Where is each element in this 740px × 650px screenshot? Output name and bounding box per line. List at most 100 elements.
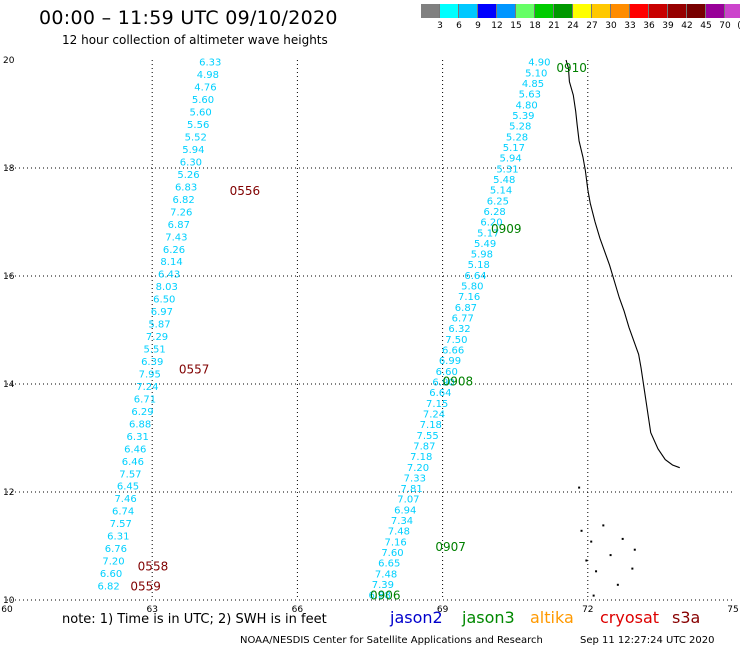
scale-label: 45 — [700, 21, 712, 31]
east-track-value: 4.80 — [515, 100, 537, 111]
west-track-value: 6.45 — [117, 482, 139, 493]
east-track-value: 6.20 — [480, 218, 502, 229]
scale-swatch — [478, 4, 497, 18]
island-mark — [621, 537, 624, 540]
east-track-value: 7.55 — [416, 431, 438, 442]
east-track-value: 5.14 — [490, 186, 512, 197]
west-track-value: 6.26 — [163, 245, 185, 256]
east-track-value: 5.28 — [509, 122, 531, 133]
scale-swatch — [497, 4, 516, 18]
scale-label: 27 — [586, 21, 598, 31]
scale-label: 6 — [456, 21, 462, 31]
island-mark — [580, 529, 583, 532]
lat-tick-label: 12 — [3, 488, 14, 498]
west-track-value: 6.31 — [127, 432, 149, 443]
east-track-value: 6.90 — [432, 377, 454, 388]
east-track-value: 6.64 — [429, 388, 451, 399]
scale-swatch — [535, 4, 554, 18]
lon-tick-label: 69 — [437, 605, 449, 615]
island-mark — [578, 486, 581, 489]
west-track-value: 7.95 — [139, 369, 161, 380]
lon-tick-label: 63 — [146, 605, 157, 615]
pass-time-label: 0908 — [443, 374, 474, 388]
pass-time-label: 0907 — [435, 540, 466, 554]
west-track-value: 6.30 — [180, 157, 202, 168]
east-track-value: 7.16 — [385, 537, 407, 548]
scale-swatch — [687, 4, 706, 18]
lat-tick-label: 10 — [3, 596, 15, 606]
scale-label: 21 — [548, 21, 560, 31]
west-track-value: 7.57 — [119, 469, 141, 480]
west-track-value: 6.29 — [131, 407, 153, 418]
west-track-value: 6.88 — [129, 419, 151, 430]
scale-label: (ft) — [737, 21, 740, 31]
east-track-value: 6.88 — [369, 591, 391, 602]
east-track-value: 6.32 — [448, 324, 470, 335]
east-track-value: 5.80 — [461, 282, 483, 293]
island-mark — [602, 524, 605, 527]
east-track-value: 6.66 — [442, 346, 464, 357]
east-track-value: 5.49 — [474, 239, 496, 250]
east-track-value: 7.15 — [426, 399, 448, 410]
west-track-value: 7.57 — [110, 519, 132, 530]
footer-note: note: 1) Time is in UTC; 2) SWH is in fe… — [62, 612, 327, 627]
pass-time-label: 0557 — [179, 362, 210, 376]
east-track-value: 6.77 — [452, 314, 474, 325]
west-track-value: 7.24 — [136, 382, 158, 393]
east-track-value: 5.10 — [525, 68, 547, 79]
west-track-value: 8.14 — [160, 257, 182, 268]
island-mark — [592, 594, 595, 597]
scale-swatch — [516, 4, 535, 18]
west-track-value: 4.76 — [194, 83, 216, 94]
west-track-value: 5.60 — [189, 108, 211, 119]
west-track-value: 5.60 — [192, 95, 214, 106]
scale-label: 3 — [437, 21, 443, 31]
credit-text: NOAA/NESDIS Center for Satellite Applica… — [240, 635, 543, 646]
east-track-value: 7.48 — [375, 569, 397, 580]
scale-label: 70 — [719, 21, 731, 31]
scale-label: 39 — [662, 21, 674, 31]
pass-time-label: 0558 — [138, 560, 169, 574]
pass-time-label: 0906 — [370, 589, 401, 603]
legend-jason2: jason2 — [390, 608, 443, 627]
east-track-value: 5.98 — [471, 250, 493, 261]
legend-jason3: jason3 — [462, 608, 515, 627]
island-mark — [631, 567, 634, 570]
west-track-value: 6.87 — [168, 220, 190, 231]
east-track-value: 4.90 — [528, 58, 550, 69]
west-track-value: 6.60 — [100, 569, 122, 580]
legend-s3a: s3a — [672, 608, 701, 627]
legend-altika: altika — [530, 608, 574, 627]
scale-swatch — [573, 4, 592, 18]
lon-tick-label: 66 — [292, 605, 304, 615]
lat-tick-label: 18 — [3, 164, 15, 174]
scale-label: 18 — [529, 21, 541, 31]
east-track-value: 5.17 — [503, 143, 525, 154]
west-track-value: 7.29 — [146, 332, 168, 343]
island-mark — [616, 583, 619, 586]
east-track-value: 7.18 — [410, 452, 432, 463]
west-track-value: 6.46 — [122, 457, 144, 468]
scale-label: 33 — [624, 21, 636, 31]
east-track-value: 6.99 — [439, 356, 461, 367]
east-track-value: 6.65 — [378, 559, 400, 570]
scale-label: 30 — [605, 21, 617, 31]
west-track-value: 5.26 — [177, 170, 199, 181]
west-track-value: 8.03 — [156, 282, 178, 293]
west-track-value: 6.39 — [141, 357, 163, 368]
east-track-value: 7.81 — [400, 484, 422, 495]
scale-swatch — [421, 4, 440, 18]
west-track-value: 6.97 — [151, 307, 173, 318]
scale-swatch — [706, 4, 725, 18]
lat-tick-label: 14 — [3, 380, 15, 390]
lon-tick-label: 72 — [582, 605, 593, 615]
east-track-value: 7.50 — [445, 335, 467, 346]
east-track-value: 7.87 — [413, 441, 435, 452]
island-mark — [609, 554, 612, 557]
east-track-value: 7.33 — [404, 473, 426, 484]
east-track-value: 7.07 — [397, 495, 419, 506]
west-track-value: 5.51 — [143, 345, 165, 356]
coastline — [565, 59, 680, 469]
